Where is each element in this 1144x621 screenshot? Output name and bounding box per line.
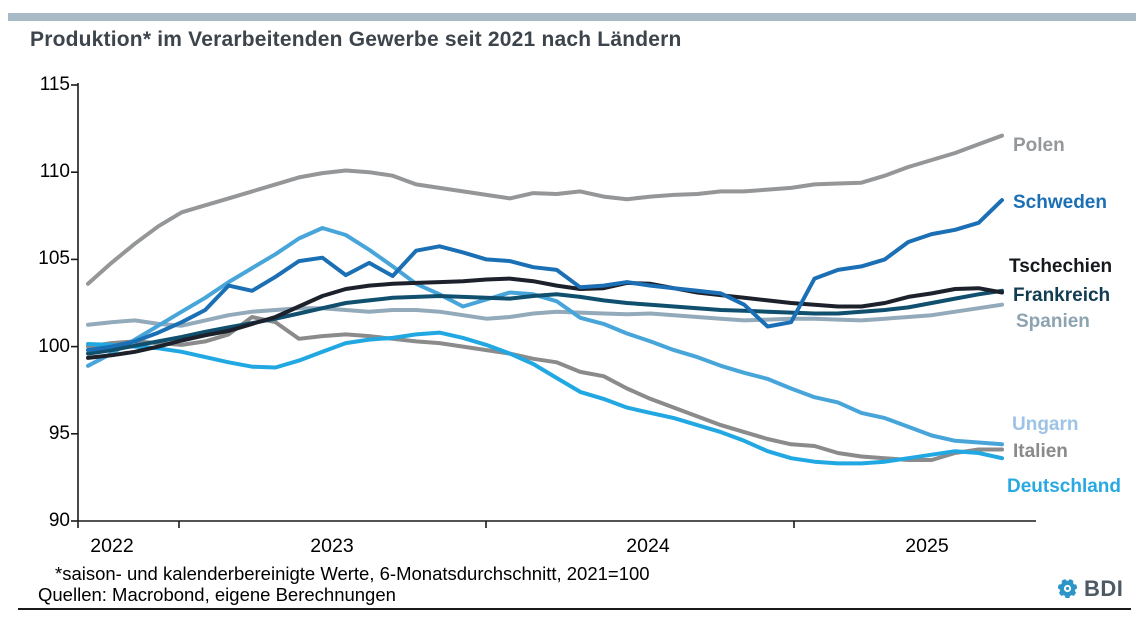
footnote: *saison- und kalenderbereinigte Werte, 6… xyxy=(55,563,650,584)
bdi-logo-text: BDI xyxy=(1084,575,1124,601)
y-axis-label: 115 xyxy=(39,74,70,95)
x-axis-label: 2022 xyxy=(90,535,134,557)
series-label-tschechien: Tschechien xyxy=(1009,255,1113,277)
top-accent-bar xyxy=(8,13,1136,21)
y-axis-label: 95 xyxy=(48,422,70,444)
series-label-deutschland: Deutschland xyxy=(1007,476,1122,498)
series-line-schweden xyxy=(86,198,1004,353)
x-axis-label: 2025 xyxy=(905,535,949,557)
page-title: Produktion* im Verarbeitenden Gewerbe se… xyxy=(30,28,682,51)
series-label-frankreich: Frankreich xyxy=(1013,284,1111,306)
bdi-logo: BDI xyxy=(1056,577,1123,600)
y-axis-label: 100 xyxy=(38,335,70,357)
series-label-polen: Polen xyxy=(1013,134,1065,156)
series-label-spanien: Spanien xyxy=(1016,310,1090,332)
bdi-gear-icon xyxy=(1056,577,1079,600)
x-axis-label: 2023 xyxy=(310,535,354,557)
y-axis-label: 110 xyxy=(39,161,70,183)
series-label-schweden: Schweden xyxy=(1013,192,1107,214)
bottom-rule xyxy=(18,608,1131,610)
series-line-tschechien xyxy=(86,276,1004,360)
series-line-italien xyxy=(86,315,1004,462)
x-axis-label: 2024 xyxy=(626,535,670,557)
series-label-italien: Italien xyxy=(1013,441,1068,463)
series-line-polen xyxy=(86,133,1004,286)
series-line-spanien xyxy=(86,302,1004,328)
y-axis-label: 105 xyxy=(38,248,70,270)
series-line-deutschland xyxy=(86,330,1004,466)
y-axis-label: 90 xyxy=(48,510,70,531)
series-label-ungarn: Ungarn xyxy=(1012,414,1079,436)
series-line-ungarn xyxy=(86,226,1004,447)
axes xyxy=(71,83,1036,528)
source-note: Quellen: Macrobond, eigene Berechnungen xyxy=(38,584,396,605)
series-line-frankreich xyxy=(86,288,1004,356)
